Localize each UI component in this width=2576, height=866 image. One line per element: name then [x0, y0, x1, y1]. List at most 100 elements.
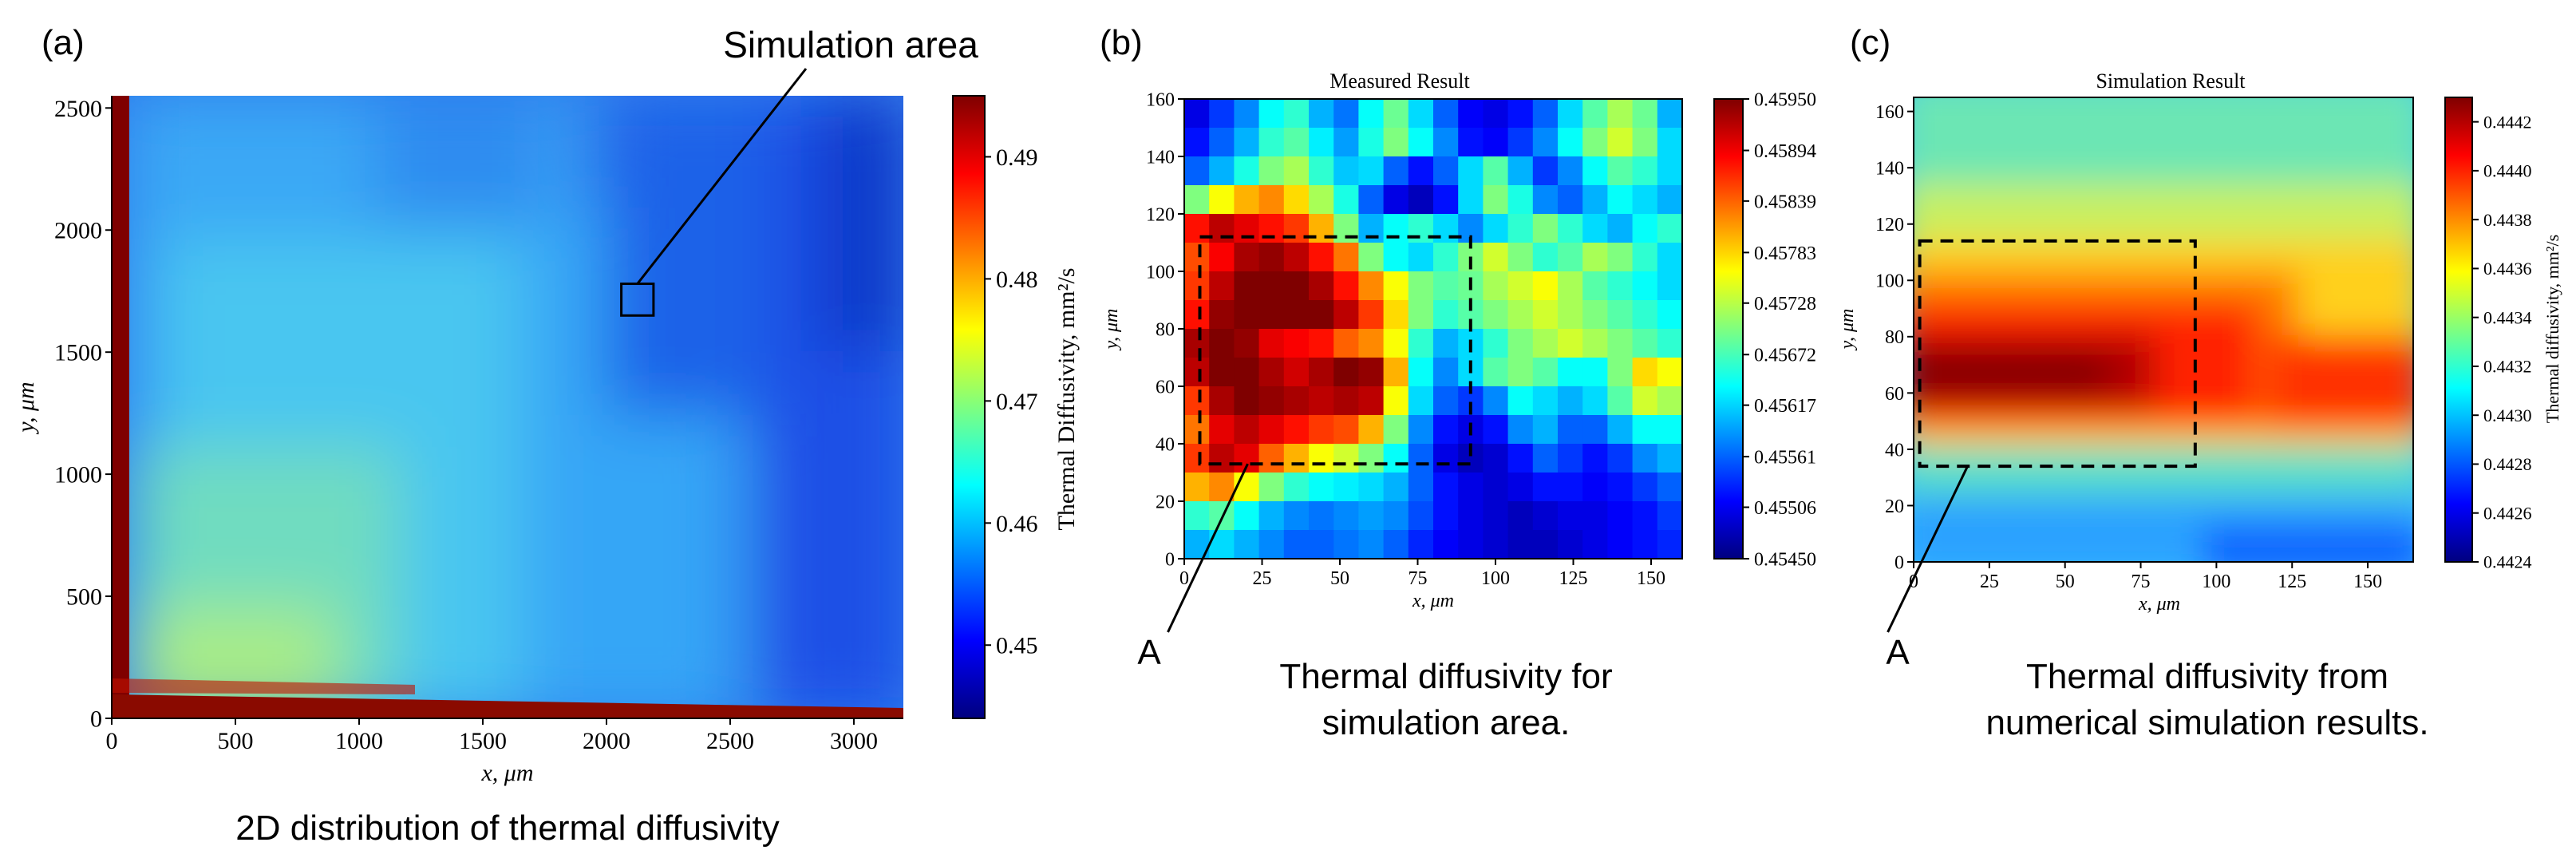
heatmap-cell: [1333, 156, 1359, 186]
heatmap-cell: [1309, 214, 1334, 243]
heatmap-cell: [1558, 300, 1583, 330]
heatmap-cell: [1184, 99, 1210, 129]
heatmap-cell: [1408, 271, 1434, 301]
panel-a-ylabel: y, μm: [13, 382, 39, 434]
heatmap-cell: [1582, 271, 1608, 301]
heatmap-cell: [1383, 473, 1409, 502]
heatmap-cell: [1209, 271, 1235, 301]
heatmap-cell: [1184, 501, 1210, 531]
colorbar-tick-label: 0.45506: [1754, 498, 1816, 519]
colorbar-tick-label: 0.4432: [2483, 357, 2532, 377]
colorbar-tick-label: 0.45950: [1754, 89, 1816, 110]
heatmap-cell: [1582, 444, 1608, 473]
heatmap-cell: [1283, 358, 1310, 387]
panel-c-heatmap: [1914, 97, 2413, 562]
heatmap-cell: [1532, 214, 1559, 243]
y-tick-label: 140: [1875, 159, 1904, 180]
heatmap-cell: [1433, 185, 1459, 215]
y-tick-label: 160: [1875, 102, 1904, 123]
heatmap-cell: [1483, 243, 1509, 272]
heatmap-cell: [1258, 99, 1285, 129]
x-tick-label: 100: [2202, 571, 2230, 592]
heatmap-cell: [1507, 185, 1534, 215]
panel-c-xlabel: x, μm: [2138, 594, 2180, 615]
y-tick-label: 40: [1156, 434, 1175, 455]
heatmap-cell: [1507, 128, 1534, 157]
heatmap-cell: [1558, 358, 1583, 387]
heatmap-cell: [1283, 530, 1310, 560]
heatmap-cell: [1408, 329, 1434, 358]
panel-c-ylabel: y, μm: [1837, 309, 1858, 351]
heatmap-cell: [1408, 99, 1434, 129]
heatmap-cell: [1632, 271, 1658, 301]
heatmap-cell: [1607, 530, 1634, 560]
x-tick-label: 0: [106, 728, 118, 754]
heatmap-cell: [1283, 473, 1310, 502]
heatmap-cell: [1283, 415, 1310, 445]
heatmap-cell: [1433, 243, 1459, 272]
heatmap-cell: [1657, 185, 1683, 215]
heatmap-cell: [1309, 415, 1334, 445]
heatmap-cell: [1558, 444, 1583, 473]
heatmap-cell: [1358, 99, 1385, 129]
colorbar-tick-label: 0.45839: [1754, 192, 1816, 212]
heatmap-cell: [1632, 386, 1658, 416]
heatmap-cell: [1184, 415, 1210, 445]
heatmap-cell: [1558, 243, 1583, 272]
heatmap-cell: [1433, 386, 1459, 416]
heatmap-cell: [1234, 358, 1260, 387]
heatmap-cell: [1234, 300, 1260, 330]
heatmap-cell: [1309, 128, 1334, 157]
heatmap-cell: [1358, 501, 1385, 531]
heatmap-cell: [1309, 386, 1334, 416]
heatmap-cell: [1657, 300, 1683, 330]
heatmap-cell: [1507, 415, 1534, 445]
heatmap-cell: [1632, 329, 1658, 358]
heatmap-cell: [1209, 214, 1235, 243]
heatmap-cell: [1258, 473, 1285, 502]
heatmap-cell: [1283, 329, 1310, 358]
heatmap-cell: [1582, 214, 1608, 243]
heatmap-cell: [1657, 444, 1683, 473]
heatmap-cell: [1433, 473, 1459, 502]
panel-c: (c) Simulation Result 0 25 50 75 100 125 150 0: [1837, 23, 2562, 742]
heatmap-cell: [1507, 473, 1534, 502]
heatmap-cell: [1358, 444, 1385, 473]
heatmap-cell: [1632, 501, 1658, 531]
x-tick-label: 3000: [830, 728, 878, 754]
x-tick-label: 125: [1559, 568, 1588, 589]
heatmap-cell: [1558, 99, 1583, 129]
heatmap-cell: [1184, 128, 1210, 157]
heatmap-cell: [1483, 358, 1509, 387]
heatmap-cell: [1209, 444, 1235, 473]
heatmap-cell: [1532, 415, 1559, 445]
x-tick-label: 50: [1330, 568, 1349, 589]
heatmap-cell: [1433, 501, 1459, 531]
panel-b-heatmap: [1184, 99, 1683, 560]
heatmap-cell: [1507, 530, 1534, 560]
heatmap-cell: [1408, 444, 1434, 473]
heatmap-cell: [1458, 128, 1484, 157]
heatmap-cell: [1358, 214, 1385, 243]
heatmap-cell: [1358, 386, 1385, 416]
heatmap-cell: [1309, 358, 1334, 387]
heatmap-cell: [1632, 358, 1658, 387]
heatmap-cell: [1607, 501, 1634, 531]
heatmap-cell: [1657, 156, 1683, 186]
heatmap-cell: [1209, 156, 1235, 186]
heatmap-cell: [1532, 473, 1559, 502]
heatmap-cell: [1258, 128, 1285, 157]
heatmap-cell: [1433, 329, 1459, 358]
x-tick-label: 75: [2132, 571, 2151, 592]
heatmap-cell: [1408, 473, 1434, 502]
heatmap-cell: [1333, 128, 1359, 157]
heatmap-cell: [1657, 473, 1683, 502]
heatmap-cell: [1507, 386, 1534, 416]
heatmap-cell: [1607, 329, 1634, 358]
x-tick-label: 2000: [583, 728, 630, 754]
heatmap-cell: [1507, 444, 1534, 473]
heatmap-cell: [1209, 99, 1235, 129]
y-tick-label: 1000: [54, 462, 102, 488]
y-tick-label: 2500: [54, 96, 102, 122]
